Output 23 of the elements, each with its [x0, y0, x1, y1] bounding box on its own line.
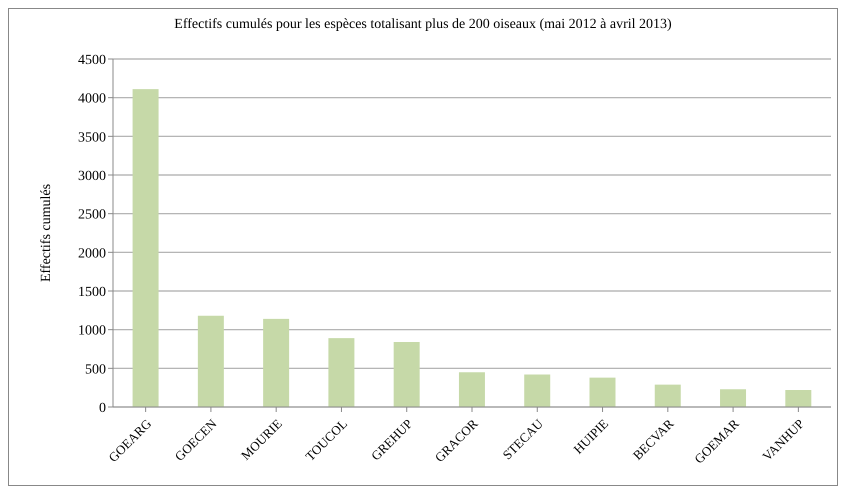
bar	[720, 389, 746, 407]
y-tick-label: 1500	[78, 284, 106, 300]
bar	[394, 342, 420, 407]
y-axis-title: Effectifs cumulés	[38, 184, 54, 282]
y-tick-label: 2000	[78, 246, 106, 262]
bar	[589, 378, 616, 407]
bar	[654, 384, 681, 407]
y-tick-label: 0	[99, 400, 106, 416]
y-tick-label: 2500	[78, 208, 106, 223]
y-tick-label: 4500	[78, 52, 106, 68]
bar	[132, 89, 159, 407]
chart-title: Effectifs cumulés pour les espèces totalisant plus de 200 oiseaux (mai 2012 à avril 2013)	[173, 17, 673, 33]
bar	[785, 390, 812, 407]
bar	[458, 372, 485, 407]
bar	[263, 318, 290, 407]
bar	[328, 338, 354, 407]
y-tick-label: 4000	[78, 92, 106, 107]
y-tick-label: 500	[85, 362, 106, 378]
y-tick-label: 3500	[78, 130, 106, 146]
y-tick-label: 3000	[78, 168, 106, 184]
bar	[198, 316, 224, 407]
y-tick-label: 1000	[78, 324, 106, 339]
bar	[524, 374, 550, 407]
